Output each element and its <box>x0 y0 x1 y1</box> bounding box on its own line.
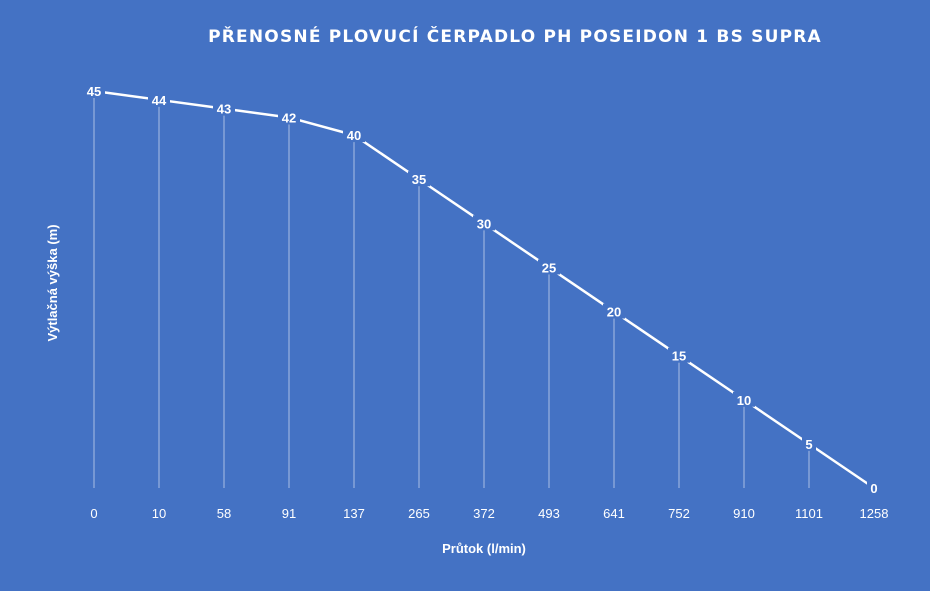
x-tick-label: 372 <box>473 506 495 521</box>
data-label: 15 <box>672 349 686 364</box>
x-tick-label: 1258 <box>860 506 889 521</box>
x-tick-label: 1101 <box>795 506 823 521</box>
x-tick-label: 265 <box>408 506 430 521</box>
data-label-bg <box>538 259 560 275</box>
data-label-bg <box>278 109 300 125</box>
x-tick-label: 137 <box>343 506 365 521</box>
data-label-bg <box>83 83 105 98</box>
chart-title: PŘENOSNÉ PLOVUCÍ ČERPADLO PH POSEIDON 1 … <box>208 27 822 47</box>
data-label: 30 <box>477 216 491 231</box>
data-label: 0 <box>870 481 877 496</box>
x-tick-label: 752 <box>668 506 690 521</box>
data-label-bg <box>603 303 625 319</box>
drop-lines <box>93 97 875 494</box>
y-axis-title: Výtlačná výška (m) <box>45 224 60 341</box>
data-label-bg <box>343 127 365 143</box>
x-tick-label: 0 <box>90 506 97 521</box>
data-label: 10 <box>737 393 751 408</box>
data-label: 25 <box>542 260 556 275</box>
data-label: 42 <box>282 110 296 125</box>
x-tick-label: 58 <box>217 506 231 521</box>
data-label: 35 <box>412 172 426 187</box>
data-label: 44 <box>152 93 167 108</box>
data-label: 40 <box>347 128 361 143</box>
data-label-bg <box>668 347 690 363</box>
x-tick-label: 641 <box>603 506 625 521</box>
x-tick-label: 10 <box>152 506 166 521</box>
data-label-bg <box>473 215 495 231</box>
data-label: 20 <box>607 305 621 320</box>
data-label-bg <box>802 435 816 451</box>
x-tick-label: 493 <box>538 506 560 521</box>
data-labels: 45 44 43 42 40 35 30 25 20 15 10 5 0 <box>83 83 881 496</box>
data-label: 43 <box>217 102 231 117</box>
data-label: 5 <box>805 437 812 452</box>
x-axis-title: Průtok (l/min) <box>442 541 526 556</box>
data-label-bg <box>867 480 881 495</box>
data-label-bg <box>213 100 235 116</box>
x-tick-label: 910 <box>733 506 755 521</box>
x-axis-tick-labels: 0 10 58 91 137 265 372 493 641 752 910 1101 1258 <box>90 506 888 521</box>
data-label: 45 <box>87 84 101 99</box>
data-label-bg <box>148 91 170 107</box>
x-tick-label: 91 <box>282 506 296 521</box>
data-label-bg <box>408 171 430 187</box>
data-label-bg <box>733 391 755 407</box>
